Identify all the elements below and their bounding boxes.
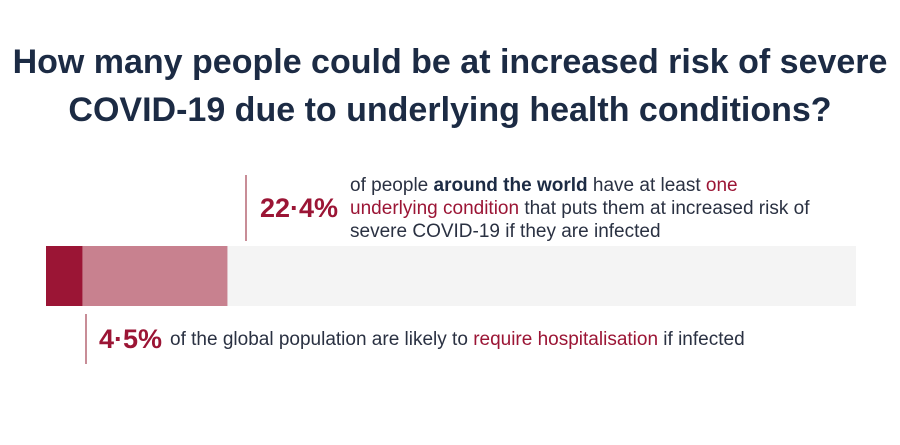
annotation-high-risk: 4·5% of the global population are likely… xyxy=(85,314,745,364)
annotation-description: of people around the world have at least… xyxy=(350,174,820,243)
annotation-percentage: 22·4% xyxy=(260,192,339,223)
bar-increased-risk-segment xyxy=(82,246,228,306)
bar-high-risk-segment xyxy=(46,246,83,306)
annotation-increased-risk: 22·4% of people around the world have at… xyxy=(245,174,820,243)
annotation-percentage: 4·5% xyxy=(99,323,163,354)
desc-text: of people xyxy=(350,174,434,196)
annotation-leader-line xyxy=(245,175,247,241)
desc-highlight: one underlying condition xyxy=(350,174,738,219)
desc-text: of the global population are likely to xyxy=(170,328,474,350)
desc-text: if infected xyxy=(658,328,745,350)
desc-emphasis: around the world xyxy=(433,174,588,196)
desc-highlight: require hospitalisation xyxy=(473,328,659,350)
annotation-description: of the global population are likely to r… xyxy=(170,328,745,351)
desc-text: that puts them at increased risk of seve… xyxy=(350,197,810,242)
desc-text: have at least xyxy=(587,174,706,196)
chart-title: How many people could be at increased ri… xyxy=(12,43,888,129)
annotation-leader-line xyxy=(85,314,87,364)
